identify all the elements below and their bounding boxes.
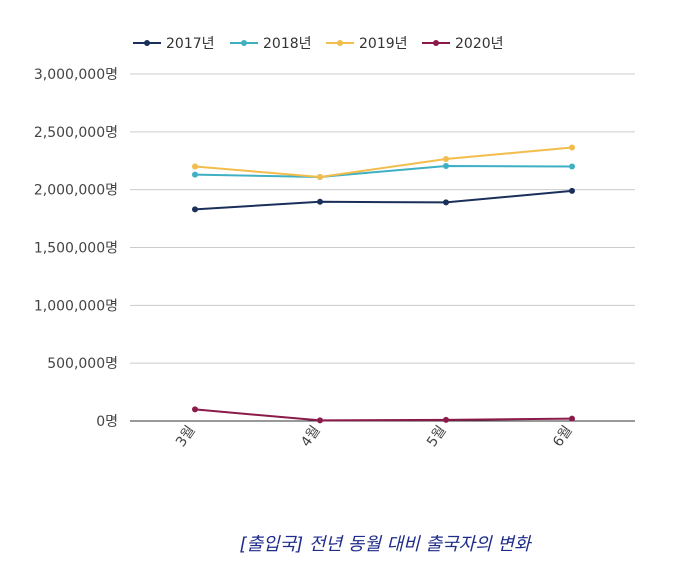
x-axis: 3월 4월 5월 6월 <box>173 423 576 450</box>
series-lines <box>192 144 575 424</box>
data-point <box>569 163 575 170</box>
data-point <box>317 417 323 424</box>
y-tick-label: 0명 <box>96 414 118 430</box>
data-point <box>569 144 575 151</box>
legend: 2017년 2018년 2019년 2020년 <box>133 36 504 52</box>
y-tick-label: 1,500,000명 <box>34 241 118 257</box>
x-tick-label: 3월 <box>173 423 199 450</box>
series-line <box>194 164 573 178</box>
legend-swatch-point <box>144 40 150 46</box>
legend-swatch-point <box>241 40 247 46</box>
series-line <box>194 146 573 178</box>
x-tick-label: 5월 <box>424 423 450 450</box>
data-point <box>192 406 198 413</box>
series-line <box>194 189 573 211</box>
data-point <box>192 163 198 170</box>
data-point <box>317 173 323 180</box>
y-tick-label: 500,000명 <box>47 356 118 372</box>
legend-label: 2019년 <box>359 36 408 52</box>
y-tick-label: 2,000,000명 <box>34 183 118 199</box>
data-point <box>569 187 575 194</box>
legend-swatch-point <box>337 40 343 46</box>
chart-caption: [출입국] 전년 동월 대비 출국자의 변화 <box>239 534 531 555</box>
legend-label: 2018년 <box>263 36 312 52</box>
data-point <box>569 415 575 422</box>
y-tick-label: 1,000,000명 <box>34 298 118 314</box>
legend-swatch-point <box>433 40 439 46</box>
data-point <box>443 199 449 206</box>
data-point <box>192 206 198 213</box>
data-point <box>317 198 323 205</box>
y-tick-label: 2,500,000명 <box>34 125 118 141</box>
x-tick-label: 6월 <box>550 423 576 450</box>
x-tick-label: 4월 <box>298 423 324 450</box>
data-point <box>443 156 449 163</box>
legend-label: 2020년 <box>455 36 504 52</box>
legend-label: 2017년 <box>166 36 215 52</box>
data-point <box>443 162 449 169</box>
y-tick-label: 3,000,000명 <box>34 67 118 83</box>
data-point <box>192 171 198 178</box>
series-line <box>194 408 573 422</box>
data-point <box>443 416 449 423</box>
gridlines <box>130 73 635 422</box>
y-axis: 0명 500,000명 1,000,000명 1,500,000명 2,000,000명… <box>34 67 118 430</box>
